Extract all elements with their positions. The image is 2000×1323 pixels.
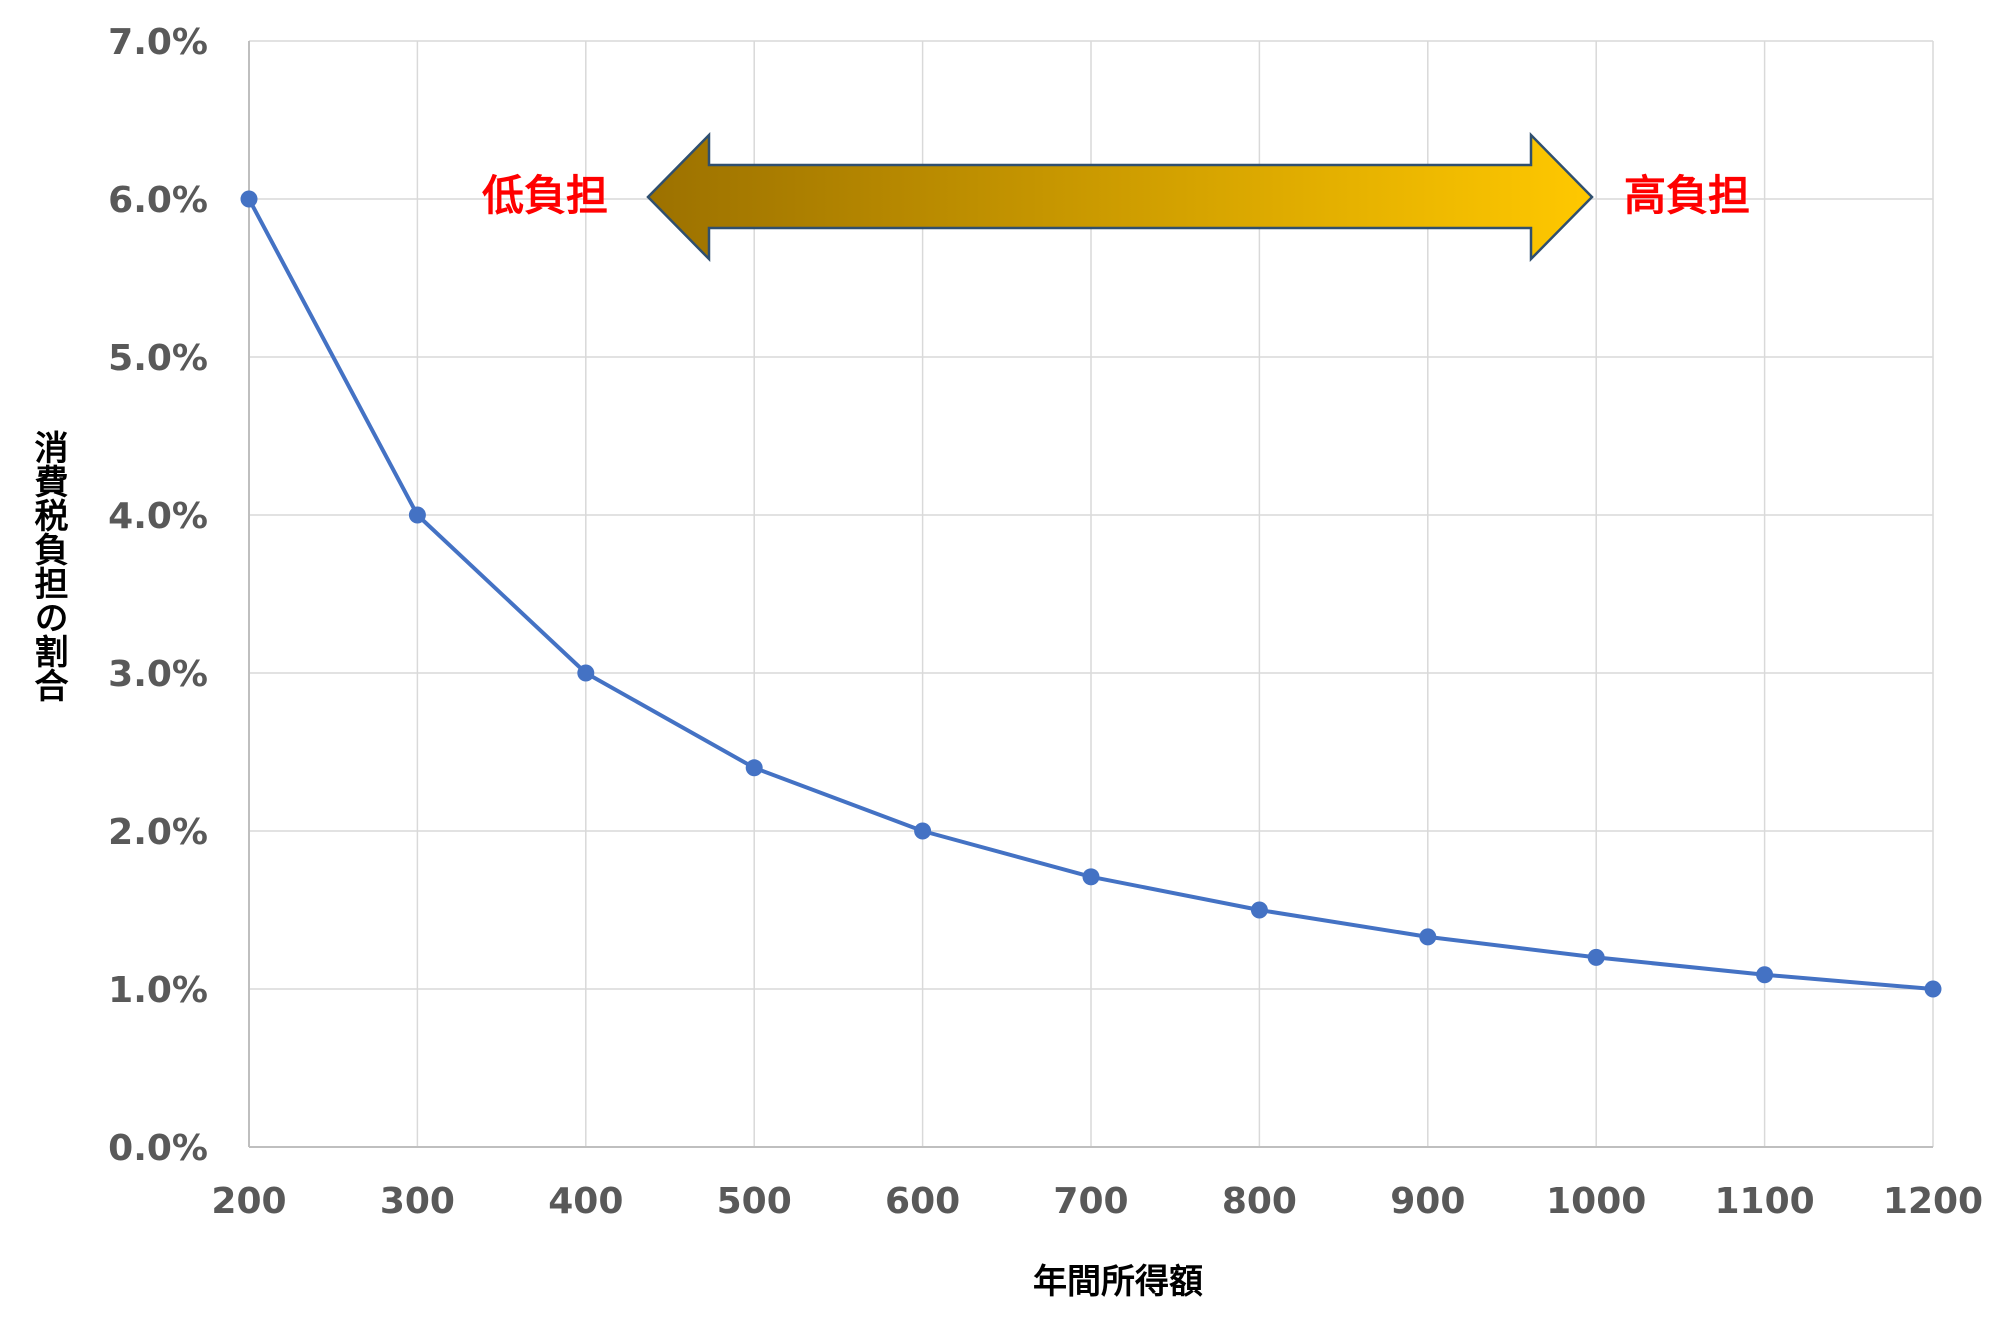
data-point	[1587, 948, 1605, 966]
y-tick-label: 4.0%	[108, 496, 208, 537]
x-tick-label: 1100	[1714, 1181, 1814, 1222]
data-point	[1419, 928, 1437, 946]
x-tick-label: 400	[548, 1181, 623, 1222]
tick-labels: 0.0% 1.0% 2.0% 3.0% 4.0% 5.0% 6.0% 7.0% 200 300 40…	[108, 22, 1983, 1222]
data-point	[1250, 901, 1268, 919]
burden-range-arrow	[646, 131, 1594, 263]
x-tick-label: 1200	[1883, 1181, 1983, 1222]
y-tick-label: 3.0%	[108, 654, 208, 695]
x-tick-label: 600	[885, 1181, 960, 1222]
data-point	[577, 664, 595, 682]
data-point	[1082, 868, 1100, 886]
y-tick-label: 1.0%	[108, 970, 208, 1011]
data-point	[1924, 980, 1942, 998]
x-tick-label: 1000	[1546, 1181, 1646, 1222]
data-point	[1756, 966, 1774, 984]
data-point	[914, 822, 932, 840]
x-tick-label: 900	[1390, 1181, 1465, 1222]
y-tick-label: 7.0%	[108, 22, 208, 63]
x-tick-label: 300	[380, 1181, 455, 1222]
y-tick-label: 5.0%	[108, 338, 208, 379]
y-tick-label: 6.0%	[108, 180, 208, 221]
high-burden-label: 高負担	[1624, 171, 1750, 220]
data-point	[240, 190, 258, 208]
x-tick-label: 700	[1053, 1181, 1128, 1222]
data-series	[240, 190, 1942, 998]
axes	[248, 41, 1933, 1148]
y-tick-label: 2.0%	[108, 812, 208, 853]
data-point	[408, 506, 426, 524]
low-burden-label: 低負担	[482, 171, 608, 220]
y-tick-label: 0.0%	[108, 1128, 208, 1169]
data-point	[745, 759, 763, 777]
x-tick-label: 500	[717, 1181, 792, 1222]
x-axis-title: 年間所得額	[1033, 1262, 1203, 1302]
x-tick-label: 200	[211, 1181, 286, 1222]
x-tick-label: 800	[1222, 1181, 1297, 1222]
y-axis-title: 消費税負担の割合	[28, 430, 68, 702]
